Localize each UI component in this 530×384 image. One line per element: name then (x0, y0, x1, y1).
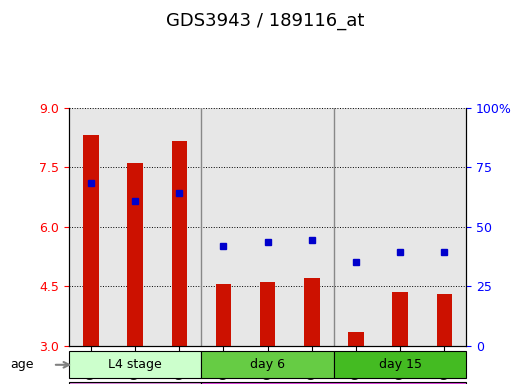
FancyBboxPatch shape (334, 351, 466, 378)
Bar (83, 135, 99, 346)
Bar (422, 108, 466, 346)
Bar (216, 284, 231, 346)
Bar (290, 108, 334, 346)
FancyBboxPatch shape (69, 382, 201, 384)
Bar (201, 108, 245, 346)
Text: day 15: day 15 (378, 358, 422, 371)
Bar (69, 108, 113, 346)
FancyBboxPatch shape (69, 351, 201, 378)
Bar (437, 294, 452, 346)
Bar (392, 292, 408, 346)
Text: age: age (11, 358, 34, 371)
Text: L4 stage: L4 stage (108, 358, 162, 371)
Bar (157, 108, 201, 346)
Bar (260, 282, 276, 346)
Bar (334, 108, 378, 346)
Bar (348, 332, 364, 346)
Bar (378, 108, 422, 346)
Text: day 6: day 6 (250, 358, 285, 371)
FancyBboxPatch shape (201, 382, 466, 384)
FancyBboxPatch shape (201, 351, 334, 378)
Bar (113, 108, 157, 346)
Bar (127, 163, 143, 346)
Bar (304, 278, 320, 346)
Bar (172, 141, 187, 346)
Text: GDS3943 / 189116_at: GDS3943 / 189116_at (166, 12, 364, 30)
Bar (245, 108, 290, 346)
